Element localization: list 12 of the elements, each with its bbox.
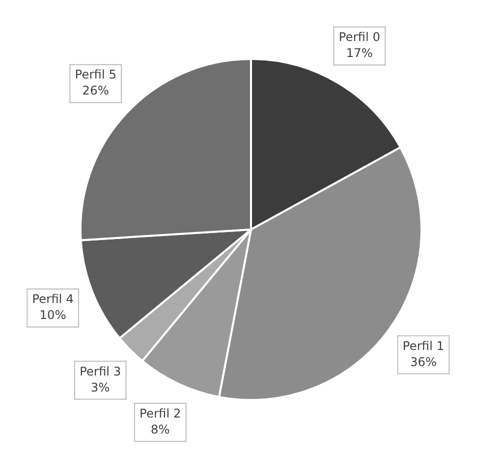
slice-label: Perfil 3 (80, 364, 122, 378)
data-label: 8% (150, 422, 170, 436)
data-label: 36% (410, 354, 437, 369)
data-label: 10% (40, 308, 66, 322)
slice-label: Perfil 0 (338, 30, 380, 44)
slice-label: Perfil 2 (140, 406, 181, 420)
slice-label: Perfil 5 (74, 68, 116, 82)
slice-label: Perfil 1 (402, 338, 444, 353)
data-label: 26% (82, 84, 109, 98)
data-label: 3% (90, 380, 110, 394)
slice-label: Perfil 4 (32, 292, 74, 306)
data-label: 17% (346, 46, 373, 60)
